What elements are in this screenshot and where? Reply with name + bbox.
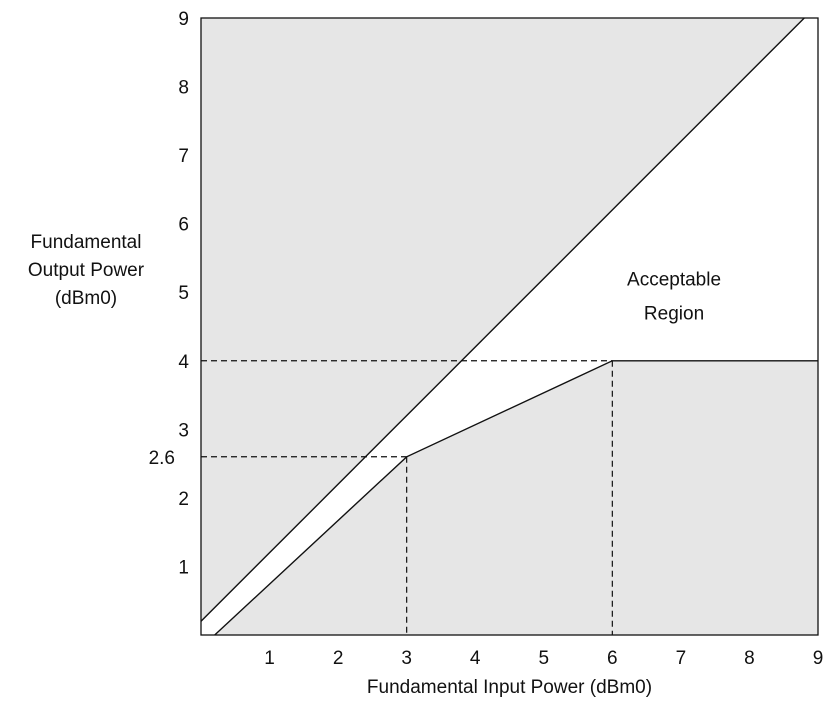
x-tick-label: 4 <box>470 648 481 669</box>
upper-boundary-line <box>200 17 805 622</box>
annotation-label: Acceptable <box>627 269 721 290</box>
x-tick-label: 5 <box>538 648 549 669</box>
y-tick-label: 8 <box>178 78 189 99</box>
y-tick-label: 9 <box>178 9 189 30</box>
y-tick-label: 2 <box>178 489 189 510</box>
x-tick-label: 1 <box>264 648 275 669</box>
x-tick-label: 7 <box>676 648 687 669</box>
y-tick-label: 6 <box>178 215 189 236</box>
reference-line-layer <box>201 360 613 635</box>
acceptable-region <box>201 18 818 635</box>
lower-boundary-line <box>214 360 818 636</box>
region-layer <box>201 18 818 635</box>
y-tick-label: 1 <box>178 557 189 578</box>
x-tick-label: 3 <box>401 648 412 669</box>
y-tick-label: 5 <box>178 283 189 304</box>
y-axis-label-line-3: (dBm0) <box>55 288 117 309</box>
y-axis-label-line-2: Output Power <box>28 260 145 281</box>
x-tick-label: 8 <box>744 648 755 669</box>
tick-label-layer: 1 2 3 4 5 6 7 8 9 1 2 3 4 5 6 7 8 9 2.6 <box>149 9 824 669</box>
series-layer <box>200 17 818 636</box>
y-tick-label-extra: 2.6 <box>149 448 175 469</box>
x-tick-label: 6 <box>607 648 618 669</box>
axis-label-layer: Fundamental Input Power (dBm0) Fundament… <box>28 232 652 698</box>
y-tick-label: 4 <box>178 352 189 373</box>
y-tick-label: 7 <box>178 146 189 167</box>
x-tick-label: 2 <box>333 648 344 669</box>
y-axis-label-line-1: Fundamental <box>31 232 142 253</box>
annotation-label: Region <box>644 304 704 325</box>
x-axis-label: Fundamental Input Power (dBm0) <box>367 677 652 698</box>
annotation-layer: Acceptable Region <box>627 269 721 324</box>
y-tick-label: 3 <box>178 420 189 441</box>
plot-frame <box>200 17 819 636</box>
x-tick-label: 9 <box>813 648 824 669</box>
